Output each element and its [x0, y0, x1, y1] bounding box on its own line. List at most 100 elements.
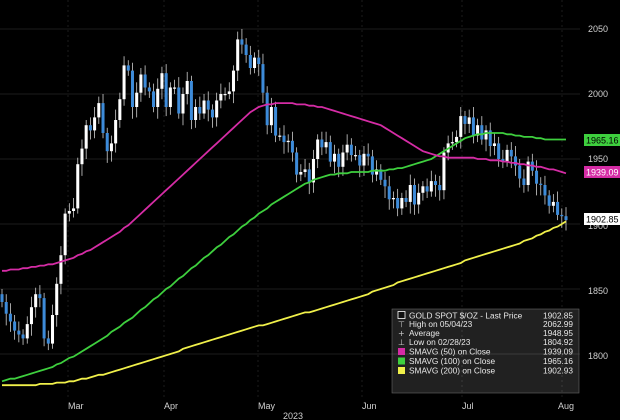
candle-body [139, 74, 143, 93]
candle-body [429, 181, 433, 192]
candle-body [227, 91, 231, 94]
legend-row-low: ⊥ Low on 02/28/23 1804.92 [398, 337, 573, 347]
candle-body [194, 107, 198, 120]
candle-body [417, 192, 421, 205]
candle-body [257, 57, 261, 65]
x-axis: Mar Apr May Jun Jul Aug 2023 [68, 401, 574, 420]
candle-body [118, 99, 122, 120]
candle-body [501, 159, 505, 162]
candle-body [143, 74, 147, 88]
y-axis: 2050 2000 1950 1900 1850 1800 [588, 24, 608, 361]
candle-body [46, 338, 50, 344]
legend-low-label: Low on 02/28/23 [409, 337, 471, 347]
candle-body [316, 139, 320, 159]
legend-average-label: Average [409, 328, 440, 338]
candle-body [181, 94, 185, 114]
legend-row-sma200: SMAVG (200) on Close 1902.93 [398, 366, 573, 376]
candle-body [354, 155, 358, 157]
y-tick-label: 2000 [588, 89, 608, 99]
candle-body [34, 294, 38, 308]
sma50-line [2, 102, 567, 272]
legend-sma100-label: SMAVG (100) on Close [409, 356, 495, 366]
candle-body [244, 44, 248, 55]
legend-title: GOLD SPOT $/OZ - Last Price [409, 311, 523, 321]
y-tick-label: 1850 [588, 286, 608, 296]
candle-body [387, 186, 391, 200]
candle-body [278, 135, 282, 137]
x-tick-label-aug: Aug [558, 401, 574, 411]
candle-body [412, 185, 416, 205]
candle-body [189, 81, 193, 120]
sma100-line [1, 132, 566, 383]
candle-body [547, 195, 551, 206]
legend: GOLD SPOT $/OZ - Last Price 1902.85 ⊤ Hi… [391, 308, 580, 394]
candle-body [383, 179, 387, 187]
candle-body [307, 169, 311, 183]
candle-body [522, 178, 526, 185]
candle-body [535, 170, 539, 184]
candle-body [101, 103, 105, 133]
candle-body [55, 283, 59, 315]
candle-body [67, 211, 71, 214]
sma50-tag-text: 1939.09 [586, 168, 619, 178]
candle-body [38, 294, 42, 299]
y-tick-label: 2050 [588, 24, 608, 34]
candle-body [219, 94, 223, 101]
candle-body [366, 153, 370, 157]
candle-body [13, 321, 17, 331]
legend-row-last-price: GOLD SPOT $/OZ - Last Price 1902.85 [397, 311, 573, 321]
candle-body [324, 142, 328, 148]
candle-body [164, 73, 168, 107]
legend-sma50-value: 1939.09 [543, 347, 573, 357]
candle-body [290, 140, 294, 153]
candle-body [215, 100, 219, 118]
candle-body [564, 216, 568, 221]
candle-body [492, 143, 496, 146]
candle-body [320, 139, 324, 148]
x-axis-year-label: 2023 [283, 411, 303, 420]
x-tick-label-apr: Apr [164, 401, 178, 411]
legend-sma200-label: SMAVG (200) on Close [409, 366, 495, 376]
legend-swatch-sma100 [398, 357, 405, 365]
candle-body [240, 39, 244, 45]
candle-body [126, 65, 130, 71]
candle-body [463, 116, 467, 124]
candle-body [341, 152, 345, 167]
legend-high-label: High on 05/04/23 [409, 319, 473, 329]
candle-body [370, 156, 374, 175]
candle-body [248, 55, 252, 68]
candle-body [122, 65, 126, 100]
candle-body [518, 165, 522, 179]
candle-body [337, 153, 341, 167]
legend-low-value: 1804.92 [543, 337, 573, 347]
legend-swatch-sma200 [398, 367, 405, 374]
candle-body [425, 186, 429, 192]
candle-body [286, 140, 290, 143]
candle-body [459, 116, 463, 137]
legend-sma200-value: 1902.93 [543, 366, 573, 376]
candle-body [556, 201, 560, 215]
legend-sma100-value: 1965.16 [543, 356, 573, 366]
candle-body [76, 164, 80, 209]
candle-body [72, 208, 76, 211]
candle-body [299, 172, 303, 175]
x-tick-label-jul: Jul [462, 401, 474, 411]
x-tick-label-mar: Mar [68, 401, 84, 411]
sma100-tag-text: 1965.16 [586, 136, 619, 146]
candle-body [50, 315, 55, 344]
candle-body [59, 255, 63, 284]
candle-body [513, 156, 518, 166]
grid-lines [0, 0, 580, 398]
candle-body [210, 109, 214, 118]
candle-body [332, 153, 337, 162]
candle-body [404, 198, 408, 202]
candle-body [434, 181, 438, 185]
candle-body [0, 294, 4, 302]
candle-body [231, 70, 236, 92]
candle-body [488, 130, 492, 146]
candle-body [93, 117, 97, 131]
candle-body [358, 155, 362, 166]
candle-body [173, 87, 177, 89]
candle-body [551, 201, 555, 206]
candle-body [379, 169, 383, 180]
